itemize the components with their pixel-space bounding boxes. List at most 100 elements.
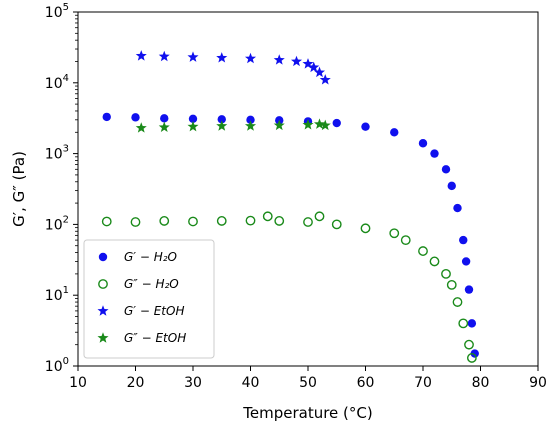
y-tick-exponent: 5 <box>63 2 69 13</box>
x-tick-label: 70 <box>414 375 432 391</box>
legend-label: G′ − H₂O <box>124 250 177 264</box>
data-point <box>313 66 326 78</box>
data-point <box>158 50 170 62</box>
series-group <box>135 118 331 133</box>
data-point <box>430 149 439 158</box>
data-point <box>273 119 285 131</box>
data-point <box>361 122 370 131</box>
data-point <box>314 211 325 222</box>
data-point <box>441 268 451 279</box>
data-point <box>187 120 199 132</box>
y-tick-exponent: 2 <box>63 214 69 225</box>
data-point <box>319 74 331 85</box>
data-point <box>216 52 228 63</box>
y-axis-label: G′, G″ (Pa) <box>10 151 28 227</box>
data-point <box>331 219 342 230</box>
data-point <box>244 52 257 64</box>
data-point <box>160 114 169 123</box>
y-tick-base: 10 <box>45 147 63 163</box>
data-point <box>244 120 257 131</box>
data-point <box>441 165 451 174</box>
data-point <box>273 54 285 65</box>
legend-label: G′ − EtOH <box>124 304 184 318</box>
data-point <box>303 217 313 227</box>
x-tick-label: 90 <box>529 375 547 391</box>
data-point <box>429 256 440 267</box>
legend-marker <box>97 332 109 343</box>
data-point <box>447 181 456 191</box>
data-point <box>216 120 228 131</box>
data-point <box>135 122 147 133</box>
data-point <box>308 61 320 73</box>
data-point <box>245 215 256 226</box>
data-point <box>319 119 331 131</box>
data-point <box>446 279 457 290</box>
y-tick-exponent: 4 <box>63 73 69 84</box>
data-point <box>464 339 474 350</box>
legend-marker <box>98 252 108 262</box>
data-point <box>262 211 273 222</box>
series-group <box>135 50 331 85</box>
data-point <box>470 349 479 358</box>
legend: G′ − H₂O G″ − H₂O G′ − EtOH G″ − EtOH <box>83 239 215 359</box>
data-points <box>101 50 479 363</box>
data-point <box>188 114 198 124</box>
y-tick-base: 10 <box>45 5 63 21</box>
data-point <box>360 223 371 234</box>
series-group <box>101 211 477 363</box>
data-point <box>274 216 285 226</box>
data-point <box>302 119 314 130</box>
data-point <box>159 216 170 226</box>
y-tick-exponent: 1 <box>63 285 69 296</box>
x-tick-label: 60 <box>357 375 375 391</box>
data-point <box>332 118 341 128</box>
x-tick-label: 50 <box>299 375 317 391</box>
data-point <box>101 216 112 227</box>
data-point <box>461 257 471 266</box>
y-tick-base: 10 <box>45 76 63 92</box>
x-tick-label: 30 <box>184 375 202 391</box>
data-point <box>390 128 399 137</box>
data-point <box>158 121 170 133</box>
data-point <box>187 51 199 62</box>
x-tick-label: 40 <box>242 375 260 391</box>
data-point <box>418 139 428 148</box>
data-point <box>216 216 227 226</box>
y-tick-base: 10 <box>45 359 63 375</box>
data-point <box>290 55 303 67</box>
data-point <box>452 297 463 307</box>
legend-marker <box>97 305 109 316</box>
legend-marker <box>98 279 108 289</box>
data-point <box>458 318 469 329</box>
data-point <box>217 115 226 124</box>
y-tick-exponent: 3 <box>63 144 69 155</box>
data-point <box>135 50 147 61</box>
x-axis-ticks: 10 20 30 40 50 60 70 80 90 <box>69 366 547 391</box>
data-point <box>453 203 462 213</box>
data-point <box>466 353 477 363</box>
data-point <box>130 217 141 227</box>
data-point <box>102 112 111 122</box>
y-tick-base: 10 <box>45 217 63 233</box>
legend-label: G″ − EtOH <box>124 331 186 345</box>
data-point <box>313 118 326 129</box>
data-point <box>467 319 477 328</box>
data-point <box>389 228 400 239</box>
y-tick-exponent: 0 <box>63 356 69 367</box>
y-tick-label: 100 <box>45 356 69 375</box>
y-tick-label: 103 <box>45 144 69 163</box>
data-point <box>188 216 198 227</box>
y-tick-label: 101 <box>45 285 69 304</box>
data-point <box>246 115 255 125</box>
y-tick-label: 104 <box>45 73 69 92</box>
data-point <box>418 246 428 256</box>
data-point <box>459 235 468 245</box>
x-tick-label: 10 <box>69 375 87 391</box>
y-tick-label: 102 <box>45 214 69 233</box>
x-tick-label: 80 <box>472 375 490 391</box>
data-point <box>464 285 474 294</box>
legend-label: G″ − H₂O <box>124 277 179 291</box>
x-axis-label: Temperature (°C) <box>242 404 372 422</box>
